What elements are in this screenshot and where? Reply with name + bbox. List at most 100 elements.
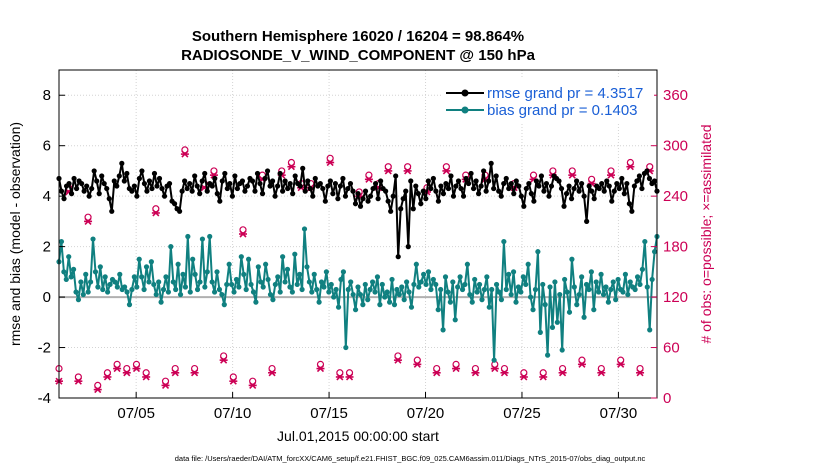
- x-axis: 07/05 07/10 07/15 07/20 07/25 07/30: [117, 392, 637, 422]
- bias-point: [80, 291, 86, 298]
- rmse-point: [312, 175, 318, 182]
- bias-point: [637, 281, 643, 288]
- obs-assimilated-point: [393, 356, 402, 364]
- rmse-point: [234, 185, 240, 192]
- rmse-point: [531, 198, 537, 204]
- bias-point: [243, 286, 249, 293]
- obs-possible-point: [161, 377, 170, 385]
- rmse-point: [156, 175, 163, 182]
- rmse-series: [56, 160, 660, 260]
- rmse-point: [194, 183, 200, 189]
- bias-point: [649, 276, 655, 283]
- bias-point: [367, 286, 373, 293]
- rmse-point: [365, 198, 371, 204]
- obs-assimilated-point: [316, 364, 325, 373]
- bias-point: [309, 289, 315, 295]
- bias-point: [547, 284, 553, 290]
- bias-point: [627, 279, 633, 285]
- obs-possible-point: [646, 163, 654, 171]
- rmse-point: [428, 185, 434, 192]
- legend-bias-label: bias grand pr = 0.1403: [487, 102, 638, 119]
- bias-point: [294, 281, 300, 288]
- bias-point: [382, 294, 388, 300]
- bias-point: [620, 289, 626, 295]
- rmse-point: [372, 180, 379, 187]
- rmse-point: [536, 183, 542, 189]
- bias-point: [238, 254, 244, 260]
- bias-point: [428, 286, 434, 293]
- bias-point: [131, 274, 137, 280]
- bias-point: [297, 271, 303, 277]
- rmse-point: [219, 178, 225, 184]
- rmse-point: [357, 203, 364, 209]
- rmse-point: [280, 188, 286, 194]
- bias-point: [476, 281, 483, 288]
- rmse-point: [151, 170, 158, 177]
- rmse-point: [413, 183, 419, 189]
- bias-point: [194, 286, 201, 293]
- bias-point: [651, 249, 658, 255]
- bias-point: [160, 286, 167, 293]
- rmse-point: [325, 183, 331, 189]
- rmse-point: [252, 188, 258, 194]
- rmse-point: [440, 191, 447, 197]
- obs-assimilated-point: [335, 373, 344, 381]
- obs-possible-point: [442, 163, 450, 171]
- x-tick-label: 07/05: [117, 405, 155, 422]
- rmse-point: [571, 185, 577, 192]
- bias-point: [338, 276, 344, 283]
- bias-point: [306, 279, 312, 285]
- bias-point: [97, 264, 103, 270]
- obs-possible-point: [529, 171, 538, 179]
- bias-point: [253, 299, 259, 305]
- obs-assimilated-point: [636, 369, 645, 377]
- rmse-point: [526, 180, 532, 187]
- rmse-point: [405, 244, 411, 250]
- rmse-point: [506, 185, 512, 192]
- obs-assimilated-point: [248, 381, 257, 389]
- bias-point: [350, 291, 356, 298]
- rmse-point: [61, 196, 67, 202]
- rmse-point: [350, 188, 356, 194]
- bias-point: [187, 289, 193, 295]
- chart-title: Southern Hemisphere 16020 / 16204 = 98.8…: [192, 28, 524, 45]
- bias-point: [396, 291, 402, 298]
- rmse-point: [149, 185, 155, 192]
- rmse-point: [146, 178, 153, 184]
- bias-point: [352, 307, 359, 313]
- bias-point: [545, 352, 551, 358]
- obs-possible-point: [413, 356, 421, 364]
- rmse-point: [410, 206, 416, 212]
- obs-possible-point: [636, 364, 644, 373]
- rmse-point: [177, 208, 183, 214]
- y-tick-label-right: 300: [663, 138, 688, 155]
- bias-point: [591, 307, 597, 313]
- rmse-point: [322, 198, 328, 204]
- obs-assimilated-point: [326, 158, 335, 167]
- rmse-point: [473, 178, 479, 184]
- rmse-point: [606, 183, 612, 189]
- bias-point: [377, 302, 383, 308]
- bias-point: [68, 274, 74, 280]
- obs-possible-point: [345, 369, 354, 377]
- bias-point: [413, 261, 419, 267]
- bias-point: [258, 279, 264, 285]
- bias-point: [418, 279, 424, 285]
- bias-point: [355, 284, 361, 290]
- obs-assimilated-point: [190, 369, 199, 377]
- rmse-point: [533, 178, 539, 184]
- rmse-point: [209, 183, 215, 189]
- bias-point: [435, 307, 441, 313]
- bias-point: [58, 238, 65, 245]
- rmse-point: [317, 180, 323, 187]
- obs-possible-point: [152, 205, 160, 213]
- obs-possible-point: [433, 364, 441, 373]
- bias-point: [579, 274, 585, 280]
- rmse-point: [254, 170, 261, 177]
- obs-possible-point: [103, 369, 112, 377]
- y-tick-label-right: 0: [663, 390, 671, 407]
- rmse-point: [111, 178, 117, 184]
- rmse-point: [202, 170, 208, 177]
- rmse-point: [523, 185, 529, 192]
- rmse-point: [420, 188, 426, 194]
